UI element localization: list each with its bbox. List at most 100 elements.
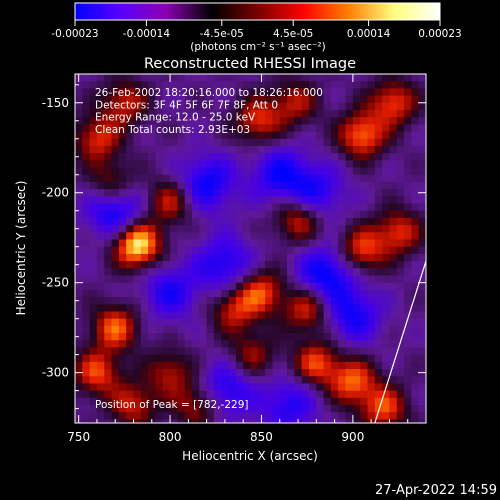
heatmap-cell <box>330 275 339 284</box>
heatmap-cell <box>111 304 120 313</box>
heatmap-cell <box>287 340 295 349</box>
heatmap-cell <box>301 361 310 370</box>
heatmap-cell <box>382 340 391 349</box>
heatmap-cell <box>272 174 281 183</box>
heatmap-cell <box>111 390 120 399</box>
heatmap-cell <box>213 145 222 154</box>
heatmap-cell <box>104 81 113 89</box>
heatmap-cell <box>192 225 200 233</box>
heatmap-cell <box>309 210 317 219</box>
heatmap-cell <box>170 81 178 89</box>
heatmap-cell <box>389 369 398 377</box>
heatmap-cell <box>411 196 420 205</box>
heatmap-cell <box>279 225 288 233</box>
heatmap-cell <box>418 145 426 154</box>
heatmap-cell <box>323 369 332 377</box>
heatmap-cell <box>104 369 113 377</box>
heatmap-cell <box>389 102 398 111</box>
heatmap-cell <box>374 88 383 97</box>
heatmap-cell <box>294 145 303 154</box>
heatmap-cell <box>111 117 120 125</box>
heatmap-cell <box>140 369 149 377</box>
heatmap-cell <box>162 203 171 212</box>
heatmap-cell <box>294 124 303 133</box>
heatmap-cell <box>389 225 398 233</box>
heatmap-cell <box>257 347 266 356</box>
heatmap-cell <box>206 333 215 341</box>
heatmap-cell <box>221 217 230 226</box>
heatmap-cell <box>206 311 215 320</box>
heatmap-cell <box>206 347 215 356</box>
heatmap-cell <box>192 167 200 176</box>
heatmap-cell <box>287 102 295 111</box>
heatmap-cell <box>177 261 186 269</box>
heatmap-cell <box>170 304 178 313</box>
heatmap-cell <box>323 74 332 82</box>
heatmap-cell <box>250 347 259 356</box>
heatmap-cell <box>192 138 200 147</box>
heatmap-cell <box>257 268 266 277</box>
heatmap-cell <box>352 397 361 406</box>
heatmap-cell <box>199 253 208 262</box>
heatmap-cell <box>338 340 347 349</box>
heatmap-cell <box>177 131 186 140</box>
heatmap-cell <box>250 297 259 305</box>
heatmap-cell <box>411 88 420 97</box>
heatmap-cell <box>89 261 98 269</box>
heatmap-cell <box>265 181 274 190</box>
heatmap-cell <box>148 225 157 233</box>
colorbar-strip <box>74 2 441 21</box>
heatmap-cell <box>301 397 310 406</box>
heatmap-cell <box>330 189 339 197</box>
heatmap-cell <box>404 340 412 349</box>
heatmap-cell <box>140 196 149 205</box>
heatmap-cell <box>104 196 113 205</box>
heatmap-cell <box>199 354 208 363</box>
heatmap-cell <box>279 246 288 255</box>
heatmap-cell <box>338 318 347 327</box>
heatmap-cell <box>316 181 325 190</box>
heatmap-cell <box>360 217 369 226</box>
heatmap-cell <box>192 376 200 385</box>
heatmap-cell <box>170 397 178 406</box>
heatmap-cell <box>265 117 274 125</box>
heatmap-cell <box>323 325 332 334</box>
heatmap-cell <box>330 261 339 269</box>
heatmap-cell <box>396 217 405 226</box>
heatmap-cell <box>257 289 266 298</box>
heatmap-cell <box>206 318 215 327</box>
heatmap-cell <box>272 246 281 255</box>
heatmap-cell <box>221 81 230 89</box>
heatmap-cell <box>294 153 303 161</box>
heatmap-cell <box>404 203 412 212</box>
heatmap-cell <box>352 239 361 248</box>
heatmap-cell <box>352 181 361 190</box>
heatmap-cell <box>301 376 310 385</box>
heatmap-cell <box>279 124 288 133</box>
heatmap-cell <box>279 95 288 104</box>
heatmap-cell <box>330 167 339 176</box>
heatmap-cell <box>330 117 339 125</box>
heatmap-cell <box>287 376 295 385</box>
heatmap-cell <box>221 412 230 421</box>
heatmap-cell <box>199 311 208 320</box>
heatmap-cell <box>404 117 412 125</box>
heatmap-cell <box>155 124 164 133</box>
heatmap-cell <box>323 145 332 154</box>
heatmap-cell <box>243 289 252 298</box>
heatmap-cell <box>89 81 98 89</box>
heatmap-cell <box>148 117 157 125</box>
heatmap-cell <box>148 174 157 183</box>
heatmap-cell <box>126 196 135 205</box>
heatmap-cell <box>192 419 200 423</box>
heatmap-cell <box>104 318 113 327</box>
heatmap-cell <box>294 261 303 269</box>
heatmap-cell <box>162 217 171 226</box>
heatmap-cell <box>118 203 127 212</box>
axis-ticks: 750 800 850 900-150-200-250-300 <box>42 74 426 444</box>
heatmap-cell <box>389 390 398 399</box>
heatmap-cell <box>389 253 398 262</box>
heatmap-cell <box>382 297 391 305</box>
heatmap-cell <box>235 225 244 233</box>
heatmap-cell <box>192 174 200 183</box>
